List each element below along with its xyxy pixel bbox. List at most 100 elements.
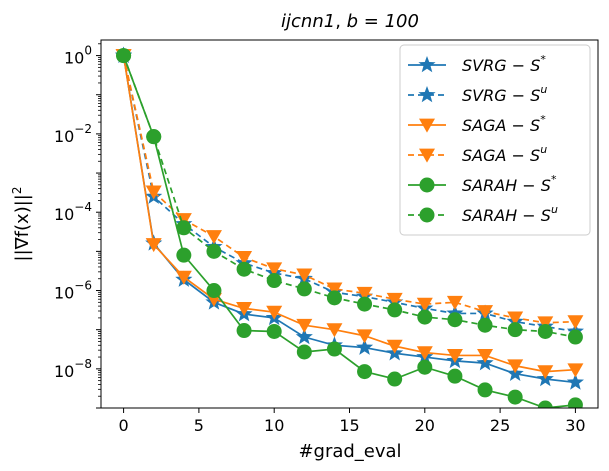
data-point <box>175 270 192 285</box>
data-point <box>447 312 463 328</box>
data-point <box>326 323 343 338</box>
series-line <box>122 55 576 408</box>
data-point <box>416 297 433 312</box>
legend-entry: SVRG − S* <box>408 53 546 75</box>
data-point <box>567 329 583 345</box>
data-point <box>236 261 252 277</box>
data-point <box>266 262 283 277</box>
y-tick-label: 100 <box>64 44 92 68</box>
data-point <box>387 302 403 318</box>
legend-label: SVRG − S* <box>462 53 546 75</box>
legend-entry: SVRG − Su <box>408 83 547 105</box>
data-point <box>507 389 523 405</box>
data-point <box>176 220 192 236</box>
legend-label: SAGA − S* <box>462 113 546 135</box>
x-tick-label: 20 <box>415 416 435 435</box>
data-point <box>477 382 493 398</box>
x-tick-label: 5 <box>194 416 204 435</box>
legend-marker <box>419 177 435 193</box>
legend-marker <box>418 86 436 103</box>
legend: SVRG − S* SVRG − Su SAGA − S* SAGA − Su SARA… <box>399 44 591 236</box>
data-point <box>386 339 403 354</box>
data-point <box>266 323 282 339</box>
legend-label: SAGA − Su <box>462 143 547 165</box>
chart-title: ijcnn1, b = 100 <box>281 11 419 32</box>
data-point <box>326 282 343 297</box>
x-tick-label: 10 <box>264 416 284 435</box>
data-point <box>116 48 132 64</box>
data-point <box>507 322 523 338</box>
y-tick-label: 10−8 <box>54 357 92 381</box>
legend-marker <box>418 56 436 73</box>
legend-entry: SARAH − Su <box>408 203 558 225</box>
legend-label: SVRG − Su <box>462 83 547 105</box>
data-point <box>356 338 374 355</box>
data-point <box>356 286 373 301</box>
data-point <box>176 247 192 263</box>
x-tick-label: 0 <box>118 416 128 435</box>
data-point <box>446 295 463 310</box>
data-point <box>507 359 524 374</box>
legend-entry: SARAH − S* <box>408 173 557 195</box>
data-point <box>417 359 433 375</box>
data-point <box>417 309 433 325</box>
data-point <box>537 316 554 331</box>
legend-label: SARAH − Su <box>462 203 558 225</box>
series-line <box>122 55 576 333</box>
data-point <box>567 315 584 330</box>
data-point <box>507 311 524 326</box>
data-point <box>567 363 584 378</box>
data-point <box>567 397 583 408</box>
data-point <box>206 283 222 299</box>
data-point <box>326 290 342 306</box>
legend-marker <box>419 148 435 163</box>
data-point <box>477 349 494 364</box>
data-point <box>537 400 553 408</box>
data-point <box>477 305 494 320</box>
data-point <box>296 281 312 297</box>
data-point <box>296 268 313 283</box>
data-point <box>386 292 403 307</box>
data-point <box>145 238 162 253</box>
legend-marker <box>419 207 435 223</box>
data-point <box>477 317 493 333</box>
legend-entry: SAGA − Su <box>408 143 547 165</box>
data-point <box>357 296 373 312</box>
x-tick-label: 25 <box>490 416 510 435</box>
y-axis-label: ||∇f(x)||2 <box>10 187 33 262</box>
legend-entry: SAGA − S* <box>408 113 546 135</box>
series-line <box>122 55 576 338</box>
data-point <box>537 323 553 339</box>
y-tick-label: 10−6 <box>54 279 92 303</box>
data-point <box>236 301 253 316</box>
data-point <box>146 129 162 145</box>
data-point <box>566 373 584 390</box>
data-point <box>236 323 252 339</box>
data-point <box>387 371 403 387</box>
data-point <box>357 364 373 380</box>
data-point <box>296 344 312 360</box>
data-point <box>446 349 463 364</box>
data-point <box>356 329 373 344</box>
data-point <box>266 305 283 320</box>
data-point <box>416 346 433 361</box>
data-point <box>206 243 222 259</box>
data-point <box>295 328 313 345</box>
data-point <box>326 341 342 357</box>
series-layer <box>115 46 584 408</box>
x-tick-label: 30 <box>565 416 585 435</box>
data-point <box>236 251 253 266</box>
y-tick-label: 10−2 <box>54 122 92 146</box>
series-line <box>122 55 576 373</box>
series-line <box>122 55 576 384</box>
data-point <box>145 185 162 200</box>
data-point <box>447 368 463 384</box>
data-point <box>205 230 222 245</box>
y-tick-label: 10−4 <box>54 200 92 224</box>
legend-box <box>399 44 591 236</box>
x-axis-label: #grad_eval <box>298 441 401 462</box>
data-point <box>537 365 554 380</box>
data-point <box>266 273 282 289</box>
series-line <box>122 55 576 324</box>
